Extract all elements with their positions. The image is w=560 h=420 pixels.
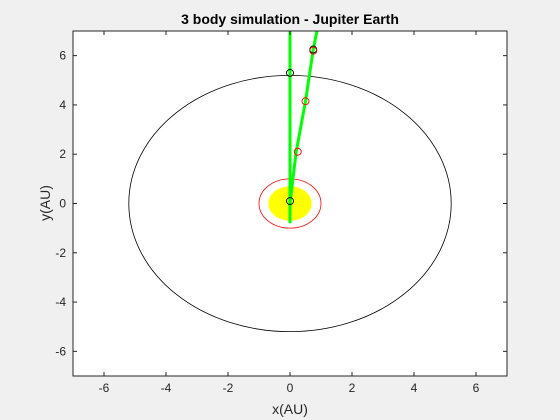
x-tick-label: -4 xyxy=(161,381,172,395)
y-tick-label: -2 xyxy=(55,246,66,260)
y-tick-label: 0 xyxy=(59,197,66,211)
y-axis-label: y(AU) xyxy=(37,185,53,221)
trajectory-line-1 xyxy=(288,31,319,204)
x-tick-label: 0 xyxy=(287,381,294,395)
chart-title: 3 body simulation - Jupiter Earth xyxy=(181,11,399,27)
x-tick-label: 6 xyxy=(473,381,480,395)
y-tick-label: 4 xyxy=(59,98,66,112)
marker-2-1 xyxy=(286,68,294,77)
y-tick-label: 6 xyxy=(59,49,66,63)
marker-3-0 xyxy=(293,147,302,156)
x-tick-label: 2 xyxy=(349,381,356,395)
x-tick-label: -2 xyxy=(223,381,234,395)
y-tick-label: 2 xyxy=(59,147,66,161)
marker-3-2 xyxy=(309,46,318,55)
marker-2-0 xyxy=(286,197,294,205)
x-axis-label: x(AU) xyxy=(272,401,308,417)
y-tick-label: -6 xyxy=(55,344,66,358)
marker-3-1 xyxy=(301,97,310,106)
x-tick-label: -6 xyxy=(99,381,110,395)
x-tick-label: 4 xyxy=(411,381,418,395)
y-tick-label: -4 xyxy=(55,295,66,309)
